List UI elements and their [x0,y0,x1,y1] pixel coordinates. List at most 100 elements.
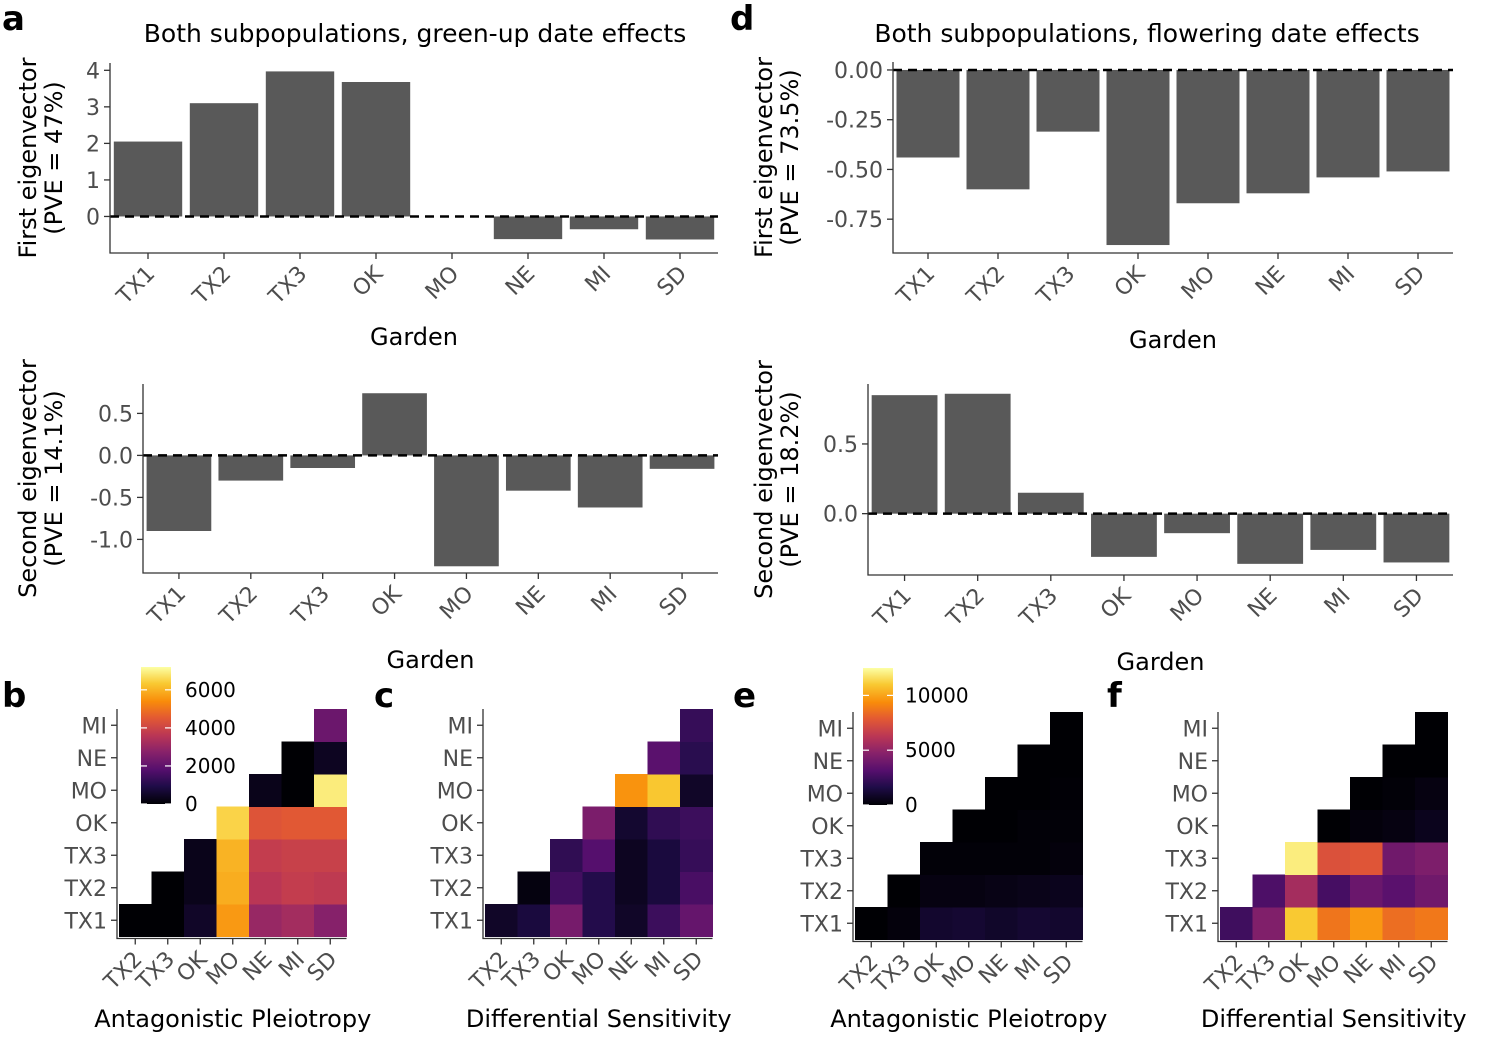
heatmap-cell-ok-sd [314,806,347,840]
heatmap-cell-tx2-tx3 [887,874,921,908]
colorbar [863,668,893,805]
heatmap-cell-tx2-tx3 [517,871,551,905]
y-axis-label: Second eigenvector(PVE = 18.2%) [750,360,804,599]
panel-letter-b: b [2,676,26,716]
heatmap-cell-ne-mi [1017,744,1051,778]
y-tick-label: 1 [86,169,100,194]
heatmap-cell-mo-ne [249,774,282,807]
heatmap-cell-mo-sd [680,774,713,807]
heatmap-cell-tx1-mi [281,904,315,937]
heatmap-cell-tx1-tx3 [887,907,921,940]
y-tick-label: OK [75,812,107,837]
bar-ok [362,393,427,456]
y-axis-label-line2: (PVE = 47%) [40,81,68,235]
heatmap-cell-tx2-mo [216,871,250,905]
heatmap-cell-tx1-ok [184,904,217,937]
axis-lines [142,384,718,574]
heatmap-cell-tx2-ne [249,871,282,905]
y-axis-label-line1: First eigenvector [14,57,42,258]
heatmap-cell-tx2-tx3 [1252,874,1286,908]
y-tick-label: 0 [86,205,100,230]
bar-sd [1383,513,1450,563]
heatmap-cell-tx1-ne [1350,907,1383,940]
heatmap-cell-tx1-mo [216,904,250,937]
axis-lines [867,384,1453,576]
heatmap-cell-tx3-mi [281,839,315,872]
bar-tx3 [1036,69,1100,132]
bar-tx1 [113,141,183,217]
x-axis-label: Differential Sensitivity [466,1005,732,1033]
bar-sd [645,216,715,240]
heatmap-cell-tx3-mo [1317,842,1351,875]
heatmap-cell-tx2-mo [1317,874,1351,908]
heatmap-cell-ok-mi [1017,809,1051,843]
bar-tx3 [1017,492,1084,514]
y-tick-label: -0.75 [826,208,883,233]
y-tick-label: -0.50 [826,158,883,183]
bar-tx1 [146,455,212,531]
bar-mi [577,455,643,508]
heatmap-cell-tx3-ok [1285,842,1318,875]
x-axis-label: Garden [1129,326,1217,354]
bar-sd [649,455,715,469]
heatmap-cell-tx1-sd [314,904,347,937]
heatmap-cell-tx3-ne [985,842,1018,875]
bar-tx2 [218,455,284,481]
heatmap-cell-tx3-sd [680,839,713,872]
bar-tx1 [871,395,938,514]
y-axis-label-line1: Second eigenvector [750,360,778,599]
heatmap-cell-ok-ne [615,806,648,840]
y-tick-label: TX2 [63,877,107,902]
heatmap-cell-mo-sd [314,774,347,807]
bar-ok [341,82,411,217]
heatmap-cell-tx1-tx2 [1220,907,1253,940]
bar-sd [1386,69,1450,172]
heatmap-cell-mo-sd [1415,777,1448,810]
panel-letter-d: d [730,0,754,39]
y-tick-label: -0.25 [826,109,883,134]
heatmap-cell-tx2-sd [680,871,713,905]
heatmap-cell-tx2-mi [281,871,315,905]
chart-title: Both subpopulations, flowering date effe… [874,19,1419,48]
heatmap-cell-tx1-ne [985,907,1018,940]
heatmap-cell-ok-mi [647,806,681,840]
heatmap-cell-tx3-ok [920,842,953,875]
heatmap-cell-tx1-tx3 [1252,907,1286,940]
axis-lines [116,709,347,940]
y-tick-label: TX1 [1164,912,1208,937]
bar-ok [1091,513,1157,557]
heatmap-cell-tx1-mo [1317,907,1351,940]
heatmap-cell-tx2-ok [550,871,583,905]
heatmap-cell-tx2-mo [582,871,616,905]
y-tick-label: MO [71,779,107,804]
heatmap-cell-ne-sd [1415,744,1448,778]
bar-tx3 [265,71,335,217]
y-tick-label: 0.0 [823,503,858,528]
heatmap-cell-tx3-mo [952,842,986,875]
heatmap-cell-tx2-sd [1415,874,1448,908]
heatmap-cell-tx2-ne [615,871,648,905]
axis-lines [892,62,1453,254]
bar-ne [1246,69,1310,194]
heatmap-cell-tx3-mi [1017,842,1051,875]
bar-tx2 [966,69,1030,190]
y-tick-label: TX2 [1164,880,1208,905]
bar-tx2 [189,103,259,217]
heatmap-cell-ok-sd [1050,809,1083,843]
heatmap-cell-tx2-ok [184,871,217,905]
y-tick-label: 0.5 [823,433,858,458]
heatmap-cell-tx1-tx2 [119,904,152,937]
colorbar-label: 0 [905,793,918,817]
heatmap-cell-mo-ne [615,774,648,807]
heatmap-cell-tx3-ok [550,839,583,872]
heatmap-cell-tx1-mo [582,904,616,937]
bar-mo [1164,513,1230,534]
heatmap-cell-tx2-ne [985,874,1018,908]
heatmap-cell-tx1-ok [1285,907,1318,940]
heatmap-cell-mi-sd [1050,712,1083,745]
heatmap-cell-tx1-tx3 [517,904,551,937]
heatmap-cell-tx1-mo [952,907,986,940]
panel-letter-c: c [374,676,394,716]
heatmap-cell-mo-ne [1350,777,1383,810]
